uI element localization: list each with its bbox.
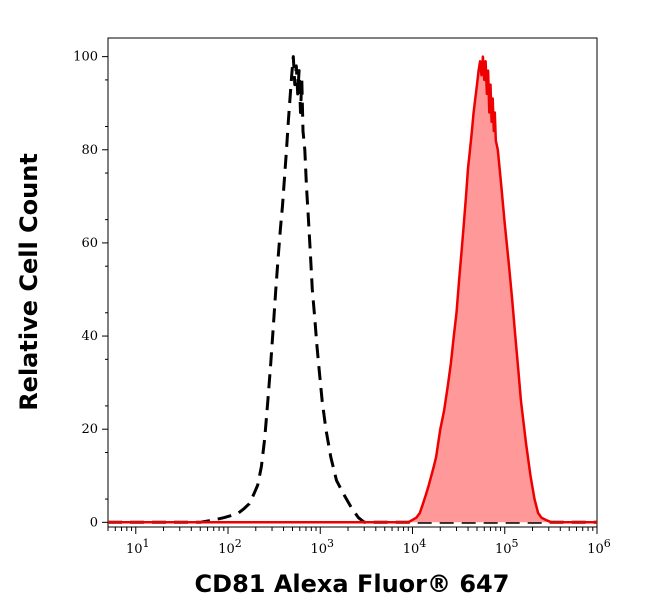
y-axis-ticks: 0 20 40 60 80 100 xyxy=(73,50,108,530)
x-tick-label: 102 xyxy=(218,537,242,557)
series-layer xyxy=(108,55,597,524)
y-tick-label: 80 xyxy=(81,143,98,158)
y-tick-label: 100 xyxy=(73,50,98,65)
series-0-line xyxy=(108,55,597,524)
series-1-area xyxy=(108,56,597,523)
x-tick-label: 104 xyxy=(403,537,427,557)
plot-frame xyxy=(107,37,598,528)
x-axis-title: CD81 Alexa Fluor® 647 xyxy=(195,570,510,598)
series-1-line xyxy=(108,55,597,524)
y-tick-label: 60 xyxy=(81,236,98,251)
x-axis-ticks: 101 102 103 104 105 106 xyxy=(107,527,611,557)
x-tick-label: 105 xyxy=(495,537,519,557)
x-tick-label: 101 xyxy=(126,537,150,557)
y-tick-label: 40 xyxy=(81,329,98,344)
y-tick-label: 20 xyxy=(81,422,98,437)
y-axis-title: Relative Cell Count xyxy=(15,153,43,411)
x-tick-label: 106 xyxy=(587,537,611,557)
x-tick-label: 103 xyxy=(310,537,334,557)
y-tick-label: 0 xyxy=(90,515,98,530)
